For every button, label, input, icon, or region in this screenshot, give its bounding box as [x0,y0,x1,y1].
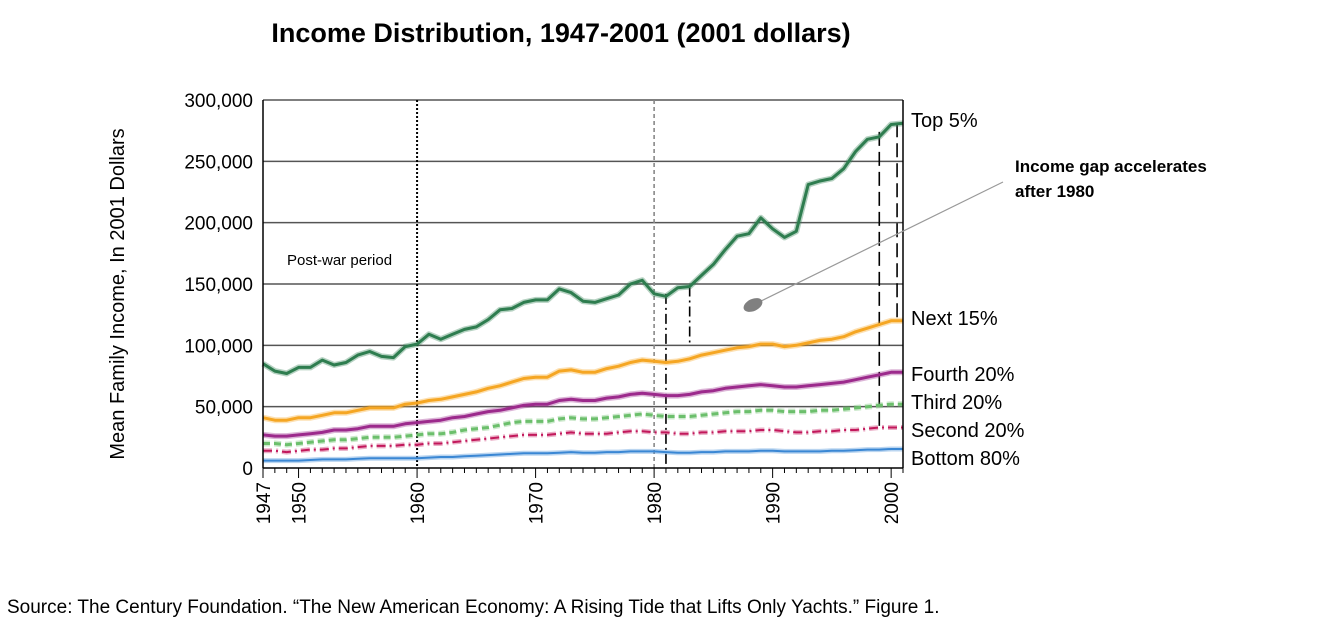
annotation-pointer-line [756,181,1004,304]
annotation-income-gap-line-1: Income gap accelerates [1015,157,1207,176]
series-line-top-5- [262,121,904,375]
annotation-pointer-blob [743,298,763,312]
annotation-income-gap-line-2: after 1980 [1015,182,1094,201]
series-label-fourth-20-: Fourth 20% [911,364,1015,386]
series-label-third-20-: Third 20% [911,392,1002,414]
chart-title: Income Distribution, 1947-2001 (2001 dol… [271,18,850,48]
series-label-top-5-: Top 5% [911,110,978,132]
series-line-second-20- [263,426,903,454]
y-tick-label: 100,000 [184,336,253,357]
y-axis-label: Mean Family Income, In 2001 Dollars [107,128,129,459]
series-label-bottom-80-: Bottom 80% [911,448,1020,470]
series-line-third-20- [263,402,903,447]
y-tick-label: 250,000 [184,152,253,173]
x-tick-label: 1970 [527,482,548,524]
y-tick-label: 50,000 [195,398,253,419]
series-line-halo [262,317,903,424]
series-line-bottom-80- [263,448,903,462]
x-tick-label: 1960 [408,482,429,524]
y-tick-label: 0 [242,459,253,480]
x-tick-label: 1980 [645,482,666,524]
vertical-reference-lines [416,100,898,468]
x-tick-label: 1990 [764,482,785,524]
x-tick-label: 1950 [290,482,311,524]
y-tick-label: 150,000 [184,275,253,296]
series-line-halo [262,369,903,440]
series-label-second-20-: Second 20% [911,420,1025,442]
source-citation: Source: The Century Foundation. “The New… [7,597,940,618]
series-label-next-15-: Next 15% [911,308,998,330]
gridlines [263,99,903,408]
axes: 0 50,000 100,000 150,000 200,000 250,000 300,0… [184,91,904,524]
annotation-income-gap: Income gap accelerates after 1980 [743,157,1207,312]
annotation-post-war-period: Post-war period [287,252,392,269]
series-lines [261,120,904,464]
series-labels: Top 5% Next 15% Fourth 20% Third 20% Second … [911,110,1025,470]
x-tick-label: 2000 [882,482,903,524]
y-tick-label: 200,000 [184,214,253,235]
x-tick-label: 1947 [254,482,275,524]
series-line-next-15- [262,319,903,422]
y-tick-label: 300,000 [184,91,253,112]
series-line-fourth-20- [262,370,903,438]
